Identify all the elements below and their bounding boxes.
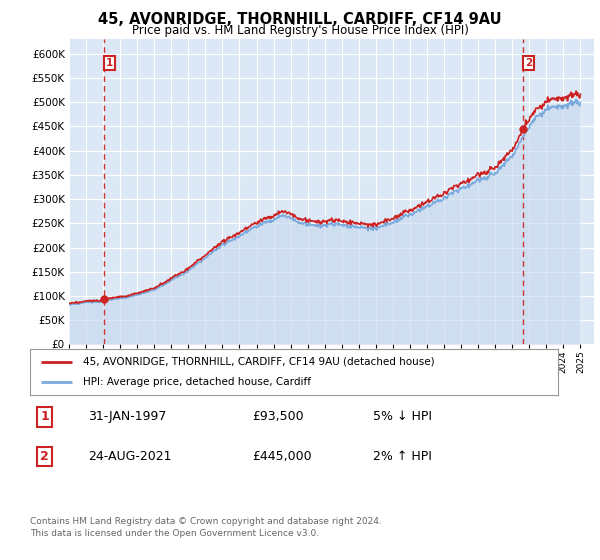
Text: Contains HM Land Registry data © Crown copyright and database right 2024.
This d: Contains HM Land Registry data © Crown c… (30, 517, 382, 538)
Text: 2: 2 (525, 58, 532, 68)
Text: 31-JAN-1997: 31-JAN-1997 (88, 410, 166, 423)
Text: Price paid vs. HM Land Registry's House Price Index (HPI): Price paid vs. HM Land Registry's House … (131, 24, 469, 36)
Text: 5% ↓ HPI: 5% ↓ HPI (373, 410, 432, 423)
Text: 24-AUG-2021: 24-AUG-2021 (88, 450, 172, 463)
Text: £93,500: £93,500 (252, 410, 304, 423)
Text: 1: 1 (40, 410, 49, 423)
Text: 45, AVONRIDGE, THORNHILL, CARDIFF, CF14 9AU: 45, AVONRIDGE, THORNHILL, CARDIFF, CF14 … (98, 12, 502, 27)
Text: 2: 2 (40, 450, 49, 463)
Text: £445,000: £445,000 (252, 450, 311, 463)
Text: 45, AVONRIDGE, THORNHILL, CARDIFF, CF14 9AU (detached house): 45, AVONRIDGE, THORNHILL, CARDIFF, CF14 … (83, 357, 434, 367)
Text: HPI: Average price, detached house, Cardiff: HPI: Average price, detached house, Card… (83, 377, 311, 387)
Text: 1: 1 (106, 58, 113, 68)
Text: 2% ↑ HPI: 2% ↑ HPI (373, 450, 432, 463)
